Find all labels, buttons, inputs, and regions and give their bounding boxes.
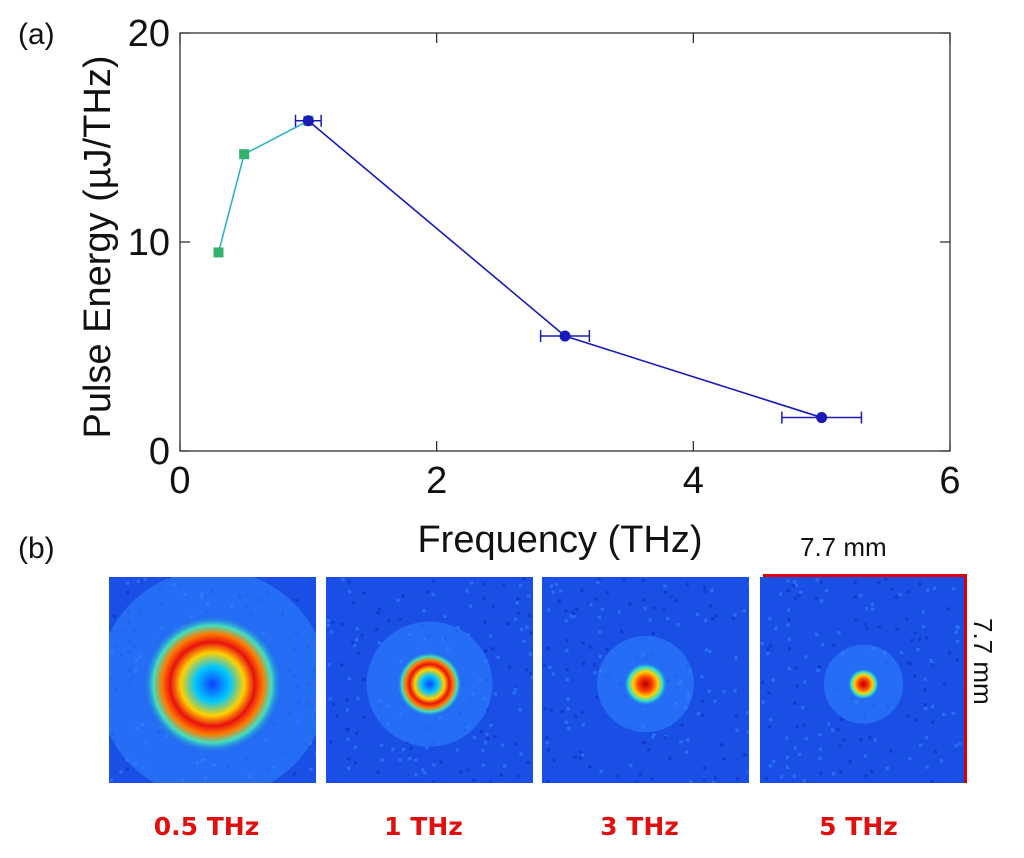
beam-image-1 (109, 577, 316, 783)
x-tick-label: 0 (169, 460, 190, 502)
y-tick-label: 20 (128, 13, 170, 55)
data-point-circle (559, 330, 571, 342)
y-tick-label: 0 (149, 431, 170, 473)
beam-frequency-label-1: 0.5 THz (153, 812, 260, 841)
beam-image-2 (326, 577, 533, 783)
y-tick-label: 10 (128, 222, 170, 264)
beam-frequency-label-2: 1 THz (384, 812, 463, 841)
panel-a-label: (a) (18, 18, 55, 51)
data-point-square (239, 149, 250, 160)
data-point-circle (816, 412, 828, 424)
plot-frame (179, 32, 951, 452)
series-line-0 (217, 120, 309, 253)
beam-image-3 (542, 577, 749, 783)
pulse-energy-chart: 0 2 4 6 0 10 20 Frequency (THz) Pulse Energy (µJ… (77, 13, 961, 560)
scale-bar-horizontal (763, 574, 967, 577)
panel-b-label: (b) (18, 532, 55, 565)
x-tick-label: 2 (426, 460, 447, 502)
scale-bar-vertical (964, 574, 967, 783)
scale-height-label: 7.7 mm (968, 618, 998, 705)
x-axis-title: Frequency (THz) (417, 519, 702, 560)
y-axis-title: Pulse Energy (µJ/THz) (77, 56, 119, 439)
x-tick-label: 6 (939, 460, 960, 502)
series-line-1 (307, 120, 822, 419)
beam-frequency-label-4: 5 THz (819, 812, 898, 841)
data-point-circle (302, 115, 314, 127)
beam-image-4 (760, 577, 967, 783)
scale-width-label: 7.7 mm (800, 532, 887, 562)
x-tick-label: 4 (683, 460, 704, 502)
data-point-square (213, 247, 224, 258)
beam-frequency-label-3: 3 THz (600, 812, 679, 841)
